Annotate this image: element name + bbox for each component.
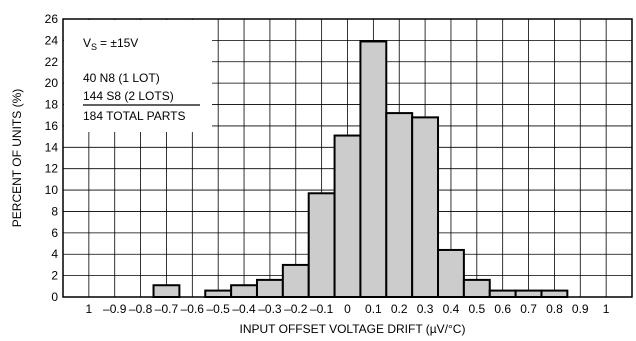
- x-tick-label: 0.6: [494, 302, 511, 316]
- x-tick-label: 0.2: [391, 302, 408, 316]
- histogram-bar: [359, 40, 388, 299]
- x-tick-label: –0.3: [258, 302, 282, 316]
- x-tick-label: –0.1: [310, 302, 334, 316]
- histogram-bar: [540, 289, 569, 299]
- y-tick-label: 8: [51, 204, 58, 218]
- histogram-bar: [411, 116, 440, 298]
- y-tick-label: 12: [45, 162, 59, 176]
- x-tick-label: 0.1: [365, 302, 382, 316]
- x-tick-label: –0.4: [232, 302, 256, 316]
- y-axis-label: PERCENT OF UNITS (%): [10, 89, 24, 227]
- x-tick-label: –0.6: [181, 302, 205, 316]
- histogram-bar: [152, 284, 181, 299]
- x-tick-labels: 1 –0.9 –0.8 –0.7 –0.6 –0.5 –0.4 –0.3 –0.2 –0.1 0 0.…: [86, 302, 610, 316]
- y-tick-label: 16: [45, 119, 59, 133]
- legend-condition-symbol: V: [83, 36, 91, 50]
- y-tick-label: 14: [45, 140, 59, 154]
- histogram-bar: [307, 192, 336, 299]
- x-tick-label: 0.3: [417, 302, 434, 316]
- x-tick-label: –0.9: [103, 302, 127, 316]
- histogram-bar: [462, 278, 491, 298]
- y-tick-label: 6: [51, 226, 58, 240]
- legend-box: [64, 20, 212, 132]
- y-tick-label: 10: [45, 183, 59, 197]
- plot-frame: [62, 18, 633, 298]
- y-tick-label: 26: [45, 12, 59, 26]
- x-tick-label: –0.2: [284, 302, 308, 316]
- x-tick-label: 0.9: [572, 302, 589, 316]
- histogram-bar: [385, 112, 414, 299]
- y-tick-label: 4: [51, 247, 58, 261]
- histogram-bar: [333, 134, 362, 298]
- legend-line-2: 144 S8 (2 LOTS): [83, 89, 174, 103]
- histogram-bar: [255, 278, 284, 298]
- legend: VS = ±15V 40 N8 (1 LOT) 144 S8 (2 LOTS) 1…: [83, 36, 200, 123]
- x-tick-label: 0.8: [546, 302, 563, 316]
- histogram-bar: [204, 289, 233, 299]
- x-tick-label: 0.7: [520, 302, 537, 316]
- y-tick-label: 0: [51, 290, 58, 304]
- y-tick-label: 20: [45, 76, 59, 90]
- legend-condition-subscript: S: [91, 42, 97, 52]
- x-tick-label: –0.5: [207, 302, 231, 316]
- x-tick-label: 0.4: [443, 302, 460, 316]
- histogram-bars: [152, 40, 569, 299]
- histogram-bar: [281, 263, 310, 298]
- y-tick-label: 2: [51, 269, 58, 283]
- y-tick-label: 22: [45, 55, 59, 69]
- legend-line-1: 40 N8 (1 LOT): [83, 71, 160, 85]
- x-tick-label: 1: [86, 302, 93, 316]
- histogram-bar: [437, 248, 465, 298]
- histogram-bar: [514, 289, 543, 299]
- x-tick-label: 1: [603, 302, 610, 316]
- histogram-bar: [488, 289, 517, 299]
- legend-condition-value: = ±15V: [100, 36, 138, 50]
- x-tick-label: –0.7: [155, 302, 179, 316]
- x-tick-label: 0.5: [468, 302, 485, 316]
- y-tick-label: 24: [45, 33, 59, 47]
- y-tick-label: 18: [45, 98, 59, 112]
- x-axis-label: INPUT OFFSET VOLTAGE DRIFT (µV/°C): [240, 322, 466, 336]
- legend-line-3: 184 TOTAL PARTS: [83, 109, 186, 123]
- x-tick-label: –0.8: [129, 302, 153, 316]
- legend-condition: VS = ±15V: [83, 36, 138, 52]
- histogram-bar: [230, 284, 258, 299]
- x-tick-label: 0: [344, 302, 351, 316]
